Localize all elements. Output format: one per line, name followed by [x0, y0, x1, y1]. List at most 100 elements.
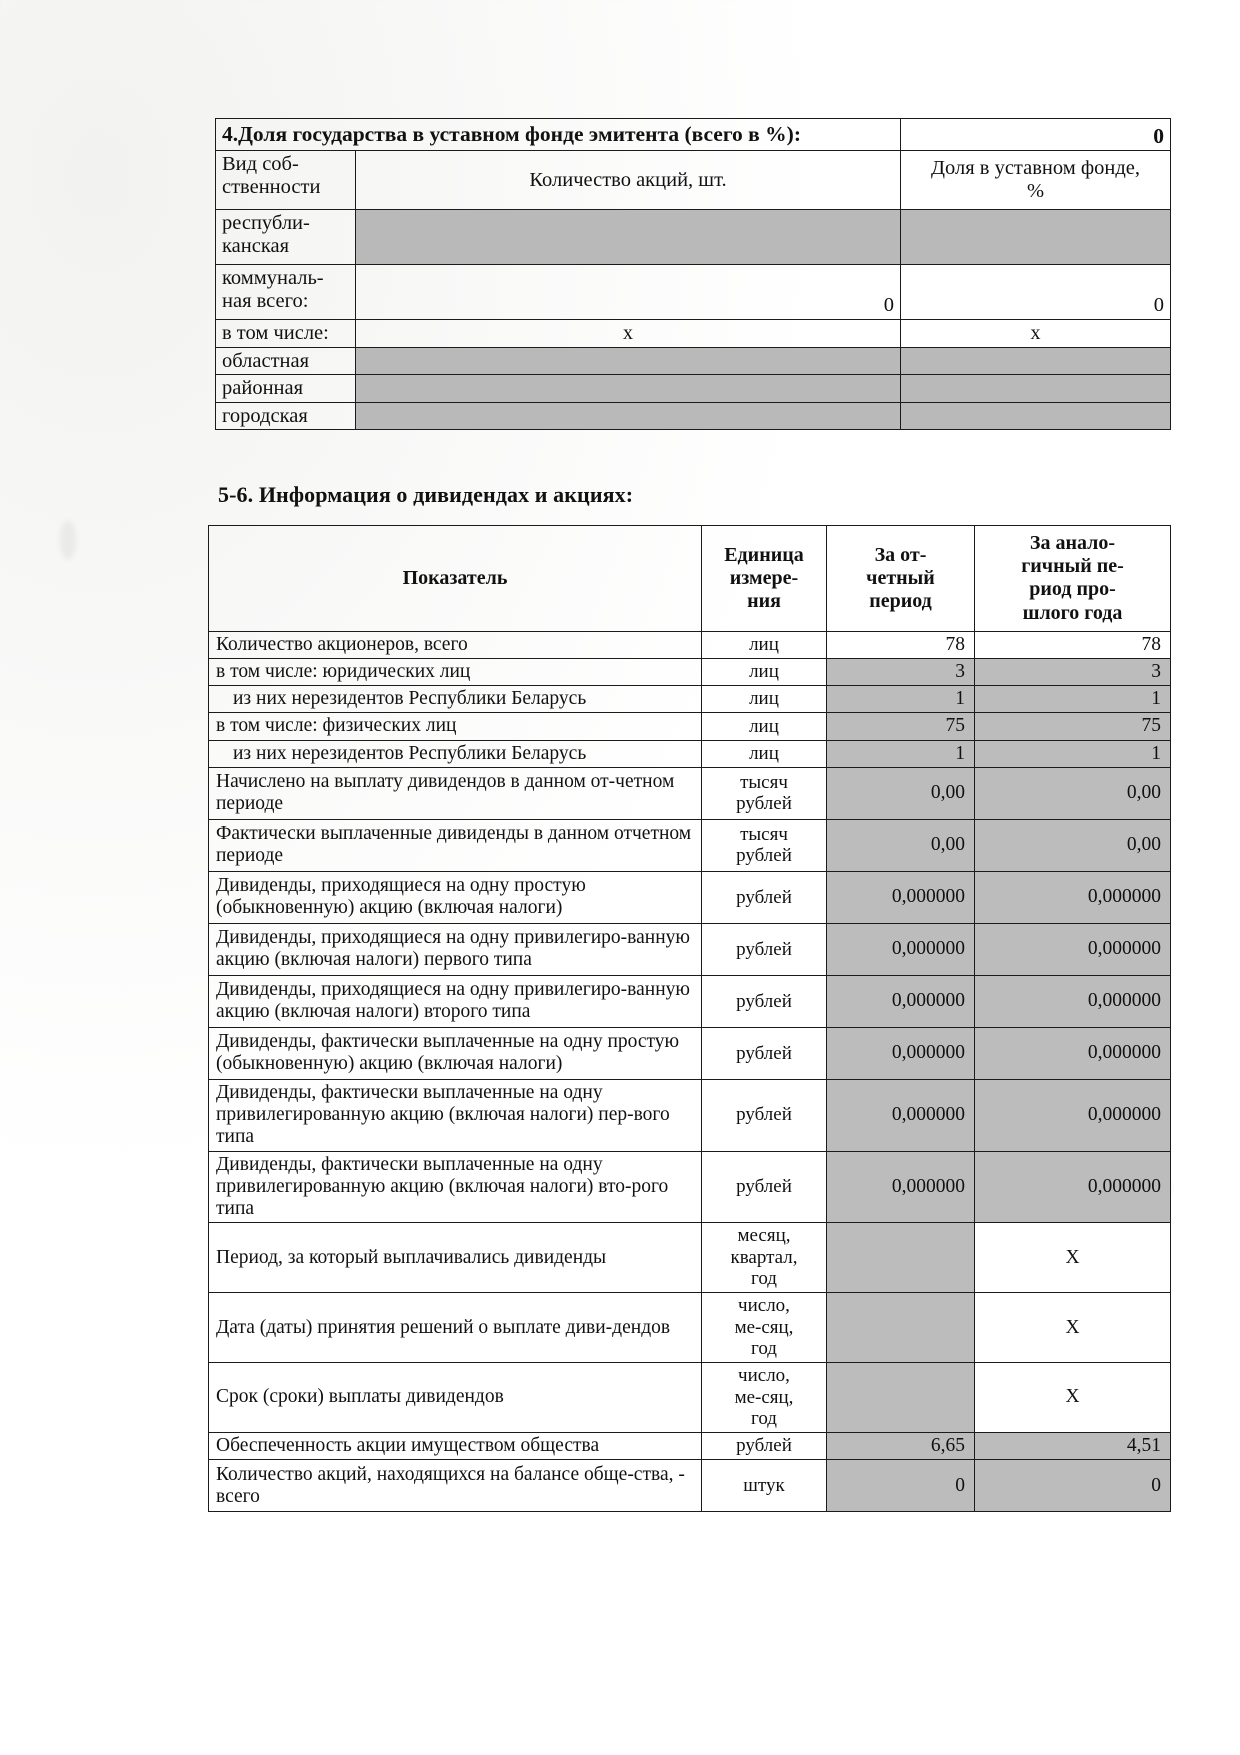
table-row: в том числе: физических лиц лиц 75 75 — [208, 712, 1171, 741]
row-current-value — [826, 1362, 975, 1434]
row-value-city-percent — [900, 401, 1172, 431]
row-value-city-count — [354, 401, 902, 431]
table-row: коммуналь-ная всего: 0 0 — [215, 264, 1172, 321]
row-previous-value: 0,000000 — [974, 922, 1171, 976]
table-header-row: Показатель Единица измере-ния За от-четны… — [208, 525, 1171, 632]
table-row: Начислено на выплату дивидендов в данном… — [208, 766, 1171, 820]
row-current-value: 0,00 — [826, 818, 975, 872]
row-unit: рублей — [701, 1078, 827, 1152]
table-row: Фактически выплаченные дивиденды в данно… — [208, 818, 1171, 872]
row-previous-value: 75 — [974, 712, 1171, 741]
row-label-republican: республи-канская — [215, 209, 356, 266]
row-indicator: Период, за который выплачивались дивиден… — [208, 1222, 702, 1294]
row-indicator: Срок (сроки) выплаты дивидендов — [208, 1362, 702, 1434]
row-indicator: Фактически выплаченные дивиденды в данно… — [208, 818, 702, 872]
row-current-value: 3 — [826, 657, 975, 687]
table-row: Дивиденды, приходящиеся на одну простую … — [208, 870, 1171, 924]
table-row: республи-канская — [215, 209, 1172, 266]
table-row: Дата (даты) принятия решений о выплате д… — [208, 1292, 1171, 1364]
row-value-communal-count: 0 — [354, 264, 902, 321]
row-previous-value: 4,51 — [974, 1432, 1171, 1461]
row-unit: рублей — [701, 922, 827, 976]
header-shares-count: Количество акций, шт. — [354, 150, 902, 211]
table-row: Период, за который выплачивались дивиден… — [208, 1222, 1171, 1294]
row-unit: рублей — [701, 1150, 827, 1224]
row-current-value: 75 — [826, 712, 975, 741]
header-current-period: За от-четный период — [826, 525, 975, 632]
row-previous-value: 0 — [974, 1459, 1171, 1513]
row-current-value — [826, 1222, 975, 1294]
row-label-communal: коммуналь-ная всего: — [215, 264, 356, 321]
row-current-value: 0,000000 — [826, 974, 975, 1028]
row-value-communal-percent: 0 — [900, 264, 1172, 321]
row-previous-value: 78 — [974, 630, 1171, 659]
row-value-republican-count — [354, 209, 902, 266]
row-value-oblast-percent — [900, 346, 1172, 376]
header-unit: Единица измере-ния — [701, 525, 827, 632]
table-row: из них нерезидентов Республики Беларусь л… — [208, 739, 1171, 768]
row-unit: число, ме-сяц, год — [701, 1362, 827, 1434]
row-unit: рублей — [701, 974, 827, 1028]
table-row: Количество акционеров, всего лиц 78 78 — [208, 630, 1171, 659]
row-indicator: Дивиденды, фактически выплаченные на одн… — [208, 1078, 702, 1152]
table-row: в том числе: юридических лиц лиц 3 3 — [208, 657, 1171, 687]
row-indicator: Дивиденды, приходящиеся на одну привилег… — [208, 974, 702, 1028]
table-row-header: Вид соб-ственности Количество акций, шт.… — [215, 150, 1172, 211]
row-unit: лиц — [701, 657, 827, 687]
table-row: городская — [215, 401, 1172, 431]
section56-title: 5-6. Информация о дивидендах и акциях: — [218, 482, 634, 507]
row-current-value: 78 — [826, 630, 975, 659]
row-indicator: Дивиденды, фактически выплаченные на одн… — [208, 1150, 702, 1224]
row-label-oblast: областная — [215, 346, 356, 376]
row-previous-value: 0,000000 — [974, 870, 1171, 924]
row-indicator: из них нерезидентов Республики Беларусь — [208, 685, 702, 714]
dividends-table: Показатель Единица измере-ния За от-четны… — [208, 525, 1171, 1513]
table-row: Дивиденды, приходящиеся на одну привилег… — [208, 922, 1171, 976]
row-unit: тысяч рублей — [701, 818, 827, 872]
row-current-value: 0,000000 — [826, 1026, 975, 1080]
table-row: Срок (сроки) выплаты дивидендов число, ме-… — [208, 1362, 1171, 1434]
row-value-including-percent: x — [900, 319, 1172, 348]
row-indicator: Обеспеченность акции имуществом общества — [208, 1432, 702, 1461]
table-row: Дивиденды, фактически выплаченные на одн… — [208, 1026, 1171, 1080]
header-ownership-type: Вид соб-ственности — [215, 150, 356, 211]
row-previous-value: 0,000000 — [974, 1026, 1171, 1080]
row-unit: месяц, квартал, год — [701, 1222, 827, 1294]
row-unit: рублей — [701, 1026, 827, 1080]
row-value-rayon-count — [354, 374, 902, 403]
row-label-rayon: районная — [215, 374, 356, 403]
row-value-rayon-percent — [900, 374, 1172, 403]
row-unit: лиц — [701, 739, 827, 768]
row-unit: рублей — [701, 870, 827, 924]
row-current-value: 0,000000 — [826, 1150, 975, 1224]
row-previous-value: 0,00 — [974, 818, 1171, 872]
row-value-oblast-count — [354, 346, 902, 376]
section4-title: 4.Доля государства в уставном фонде эмит… — [214, 117, 902, 152]
row-unit: лиц — [701, 712, 827, 741]
table-row: Дивиденды, фактически выплаченные на одн… — [208, 1150, 1171, 1224]
table-row: Дивиденды, приходящиеся на одну привилег… — [208, 974, 1171, 1028]
row-previous-value: X — [974, 1222, 1171, 1294]
row-previous-value: 1 — [974, 685, 1171, 714]
row-unit: лиц — [701, 685, 827, 714]
row-indicator: Дата (даты) принятия решений о выплате д… — [208, 1292, 702, 1364]
table-row: областная — [215, 346, 1172, 376]
row-previous-value: X — [974, 1362, 1171, 1434]
row-current-value: 0,00 — [826, 766, 975, 820]
row-current-value: 1 — [826, 739, 975, 768]
table-row: из них нерезидентов Республики Беларусь л… — [208, 685, 1171, 714]
table-row: Количество акций, находящихся на балансе… — [208, 1459, 1171, 1513]
table-row: Дивиденды, фактически выплаченные на одн… — [208, 1078, 1171, 1152]
row-indicator: Дивиденды, приходящиеся на одну простую … — [208, 870, 702, 924]
row-current-value: 0 — [826, 1459, 975, 1513]
row-indicator: Количество акций, находящихся на балансе… — [208, 1459, 702, 1513]
header-indicator: Показатель — [208, 525, 702, 632]
table-row: районная — [215, 374, 1172, 403]
row-previous-value: X — [974, 1292, 1171, 1364]
row-indicator: Начислено на выплату дивидендов в данном… — [208, 766, 702, 820]
row-unit: лиц — [701, 630, 827, 659]
row-indicator: Дивиденды, приходящиеся на одну привилег… — [208, 922, 702, 976]
row-indicator: в том числе: юридических лиц — [208, 657, 702, 687]
table-row: Обеспеченность акции имуществом общества… — [208, 1432, 1171, 1461]
